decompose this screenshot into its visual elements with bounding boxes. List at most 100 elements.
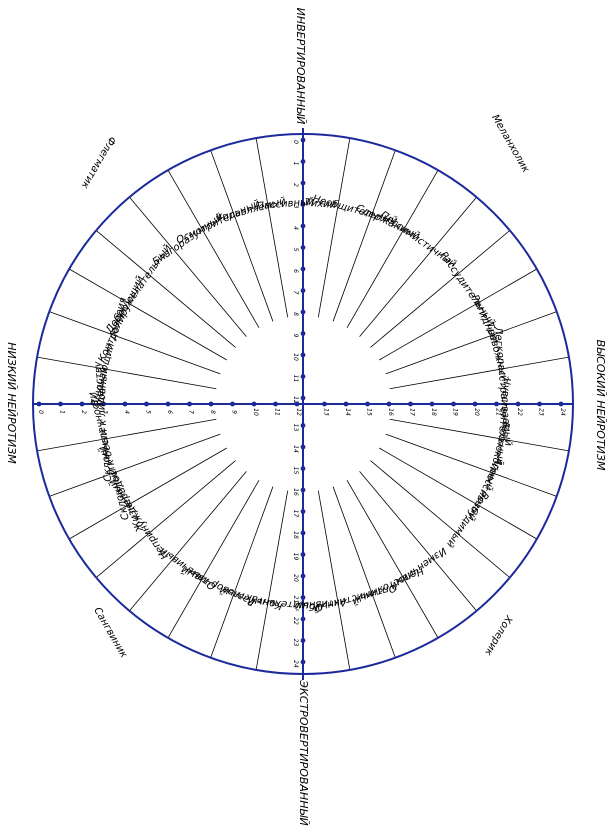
scale-number: 18 (430, 408, 437, 416)
scale-number: 9 (231, 410, 238, 414)
scale-number: 23 (292, 639, 299, 647)
scale-dot (208, 401, 214, 407)
scale-number: 10 (292, 353, 299, 361)
scale-dot (300, 180, 306, 186)
trait-divider (346, 480, 439, 639)
scale-dot (300, 245, 306, 250)
scale-dot (472, 401, 478, 407)
scale-number: 13 (292, 424, 299, 432)
scale-number: 7 (188, 410, 195, 414)
trait-divider (255, 490, 289, 670)
axis-label-right: ВЫСОКИЙ НЕЙРОТИЗМ (594, 340, 607, 471)
trait-divider (370, 460, 511, 578)
scale-dot (251, 401, 257, 407)
scale-dot (300, 423, 306, 428)
scale-number: 0 (292, 140, 299, 144)
trait-divider (167, 480, 260, 639)
scale-dot (101, 401, 106, 407)
trait-label: Возбудимый (444, 489, 492, 550)
trait-divider (359, 196, 477, 337)
scale-number: 21 (495, 408, 502, 416)
scale-number: 3 (292, 205, 299, 209)
temperament-choleric: Холерик (482, 612, 514, 657)
trait-divider (210, 486, 274, 658)
trait-divider (68, 447, 227, 540)
scale-number: 22 (516, 408, 523, 416)
scale-dot (300, 374, 306, 379)
scale-number: 19 (292, 553, 299, 561)
trait-divider (68, 268, 227, 361)
scale-dot (300, 137, 306, 143)
axis-scale: 0123456789101112131415161718192021222324… (36, 137, 566, 668)
scale-dot (494, 401, 499, 407)
trait-divider (379, 268, 538, 361)
scale-dot (300, 159, 306, 164)
scale-number: 11 (292, 375, 299, 383)
scale-number: 16 (387, 408, 394, 416)
trait-divider (49, 311, 221, 375)
scale-number: 6 (292, 269, 299, 273)
scale-dot (300, 444, 306, 450)
scale-number: 20 (473, 408, 480, 416)
scale-dot (300, 573, 306, 579)
trait-divider (167, 169, 260, 328)
scale-dot (300, 331, 306, 336)
scale-dot (300, 552, 306, 557)
trait-divider (346, 169, 439, 328)
scale-dot (36, 401, 42, 407)
scale-number: 0 (37, 410, 44, 414)
scale-dot (300, 509, 306, 514)
axis-label-bottom: ЭКСТРОВЕРТИРОВАННЫЙ (297, 679, 310, 825)
trait-divider (95, 230, 236, 348)
scale-number: 2 (80, 410, 87, 414)
trait-divider (385, 311, 557, 375)
scale-number: 15 (366, 408, 373, 416)
scale-number: 24 (559, 408, 566, 416)
scale-number: 22 (292, 617, 299, 625)
trait-dividers (37, 138, 569, 670)
scale-number: 13 (323, 408, 330, 416)
scale-dot (300, 395, 306, 401)
trait-divider (370, 230, 511, 348)
scale-dot (300, 309, 306, 315)
scale-number: 15 (292, 467, 299, 475)
scale-dot (515, 401, 521, 407)
scale-dot (300, 288, 306, 293)
trait-divider (317, 138, 351, 318)
scale-number: 16 (292, 488, 299, 496)
scale-dot (294, 401, 300, 407)
trait-divider (37, 418, 217, 452)
scale-dot (365, 401, 370, 407)
trait-label: Пассивный (256, 196, 315, 212)
scale-dot (300, 638, 306, 643)
scale-dot (537, 401, 542, 407)
axis-label-left: НИЗКИЙ НЕЙРОТИЗМ (5, 342, 18, 464)
axis-label-top: ИНВЕРТИРОВАННЫЙ (294, 8, 307, 125)
trait-label: Ровный (96, 366, 110, 406)
trait-divider (129, 196, 247, 337)
trait-divider (95, 460, 236, 578)
scale-dot (187, 401, 192, 407)
scale-dot (343, 401, 349, 407)
trait-divider (379, 447, 538, 540)
scale-dot (300, 202, 306, 207)
scale-number: 11 (274, 408, 281, 416)
scale-dot (273, 401, 278, 407)
scale-number: 24 (292, 660, 299, 668)
trait-divider (255, 138, 289, 318)
scale-dot (408, 401, 413, 407)
scale-dot (386, 401, 392, 407)
scale-dot (300, 616, 306, 622)
scale-number: 12 (292, 396, 299, 404)
scale-dot (300, 266, 306, 272)
scale-number: 7 (292, 291, 299, 295)
trait-divider (37, 356, 217, 390)
scale-dot (300, 530, 306, 536)
scale-dot (322, 401, 327, 407)
trait-divider (389, 356, 569, 390)
scale-dot (451, 401, 456, 407)
trait-divider (389, 418, 569, 452)
scale-number: 14 (292, 445, 299, 453)
scale-number: 6 (166, 410, 173, 414)
